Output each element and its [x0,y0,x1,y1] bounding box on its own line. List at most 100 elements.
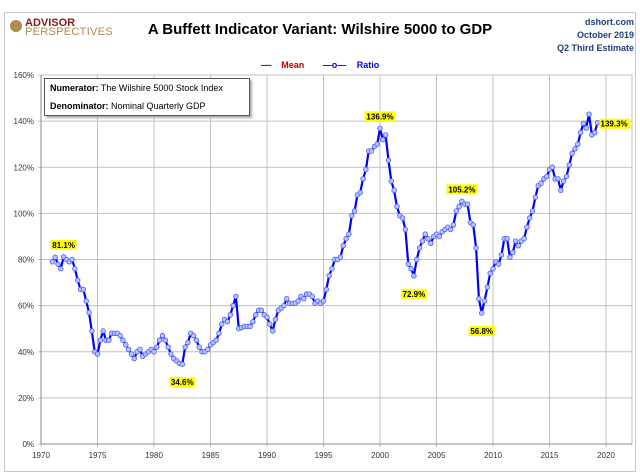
ratio-point [281,302,287,309]
ratio-point [504,236,510,242]
ratio-point [464,201,471,207]
annotation-bg [169,377,196,388]
ratio-point [524,224,530,230]
chart-title: A Buffett Indicator Variant: Wilshire 50… [147,21,493,38]
ratio-point [159,332,166,339]
ratio-point [481,298,488,304]
y-tick-label: 120% [14,163,34,172]
source-estimate: Q2 Third Estimate [556,43,634,53]
x-tick-label: 2005 [428,451,446,460]
ratio-point [416,245,423,251]
ratio-point [258,307,265,313]
source-info: dshort.com October 2019 Q2 Third Estimat… [557,16,634,55]
ratio-point [360,176,366,182]
ratio-point [49,259,55,265]
numerator-label: Numerator: [50,83,99,93]
annotation-label: 139.3% [601,120,628,129]
ratio-point [69,256,75,263]
logo-top: ADVISOR [25,17,76,29]
annotation-label: 72.9% [403,290,426,299]
ratio-point [97,337,104,343]
ratio-point [185,339,191,346]
x-tick-label: 1980 [145,451,163,460]
ratio-point [309,293,315,300]
annotation-label: 81.1% [52,241,75,250]
x-tick-label: 1990 [258,451,276,460]
ratio-point [527,215,533,221]
x-tick-label: 1975 [89,451,107,460]
x-tick-label: 2020 [597,451,615,460]
ratio-point [230,302,236,309]
y-tick-label: 160% [14,71,34,80]
ratio-point [456,203,462,210]
ratio-point [106,337,112,343]
ratio-point [100,328,106,334]
ratio-point [80,286,87,293]
ratio-point [558,187,564,194]
x-tick-label: 1970 [32,451,50,460]
legend-ratio: —o— Ratio [322,60,380,70]
ratio-point [377,125,383,131]
ratio-point [543,173,550,180]
ratio-point [340,242,346,249]
ratio-point [252,312,259,318]
ratio-point [560,178,567,184]
annotation-label: 56.8% [470,327,493,336]
ratio-point [479,310,485,316]
y-tick-label: 20% [18,394,34,403]
ratio-point [154,344,160,350]
ratio-point [320,298,327,304]
ratio-point [374,141,380,147]
ratio-point [414,256,420,263]
ratio-point [510,249,516,256]
ratio-point [131,355,137,362]
ratio-point [117,332,123,339]
ratio-point [193,337,200,343]
ratio-point [521,236,527,242]
ratio-point [137,346,143,353]
ratio-point [394,203,400,210]
annotation-bg [599,118,631,129]
ratio-point [594,120,601,126]
ratio-point [592,129,598,136]
ratio-point [204,346,211,353]
ratio-point [272,316,279,323]
annotation-label: 34.6% [171,378,194,387]
ratio-point [357,189,363,196]
ratio-point [75,277,81,283]
definition-box: Numerator: The Wilshire 5000 Stock Index… [44,78,250,116]
ratio-point [575,141,581,147]
ratio-point [264,314,270,320]
y-tick-label: 140% [14,117,34,126]
ratio-point [436,233,443,240]
annotation-bg [400,288,427,299]
legend: ----- Mean —o— Ratio [0,60,640,70]
y-tick-label: 100% [14,209,34,218]
ratio-point [72,266,78,272]
advisor-perspectives-logo: ADVISOR PERSPECTIVES [10,17,113,38]
ratio-point [405,261,411,267]
ratio-point [267,321,273,327]
x-tick-label: 1995 [315,451,333,460]
y-tick-label: 40% [18,348,34,357]
ratio-point [168,351,174,357]
ratio-point [323,286,330,293]
ratio-point [422,231,428,237]
ratio-point [577,129,584,136]
ratio-point [529,208,536,214]
ratio-point [532,194,539,200]
ratio-point [473,245,479,251]
chart-frame [4,12,636,472]
ratio-point [219,321,225,327]
ratio-point [247,323,253,330]
ratio-point [402,226,409,233]
ratio-point [224,319,231,325]
ratio-point [216,330,222,336]
ratio-point [382,132,389,138]
ratio-point [385,157,392,164]
ratio-point [349,212,355,219]
ratio-point [586,111,592,117]
ratio-point [351,208,358,214]
